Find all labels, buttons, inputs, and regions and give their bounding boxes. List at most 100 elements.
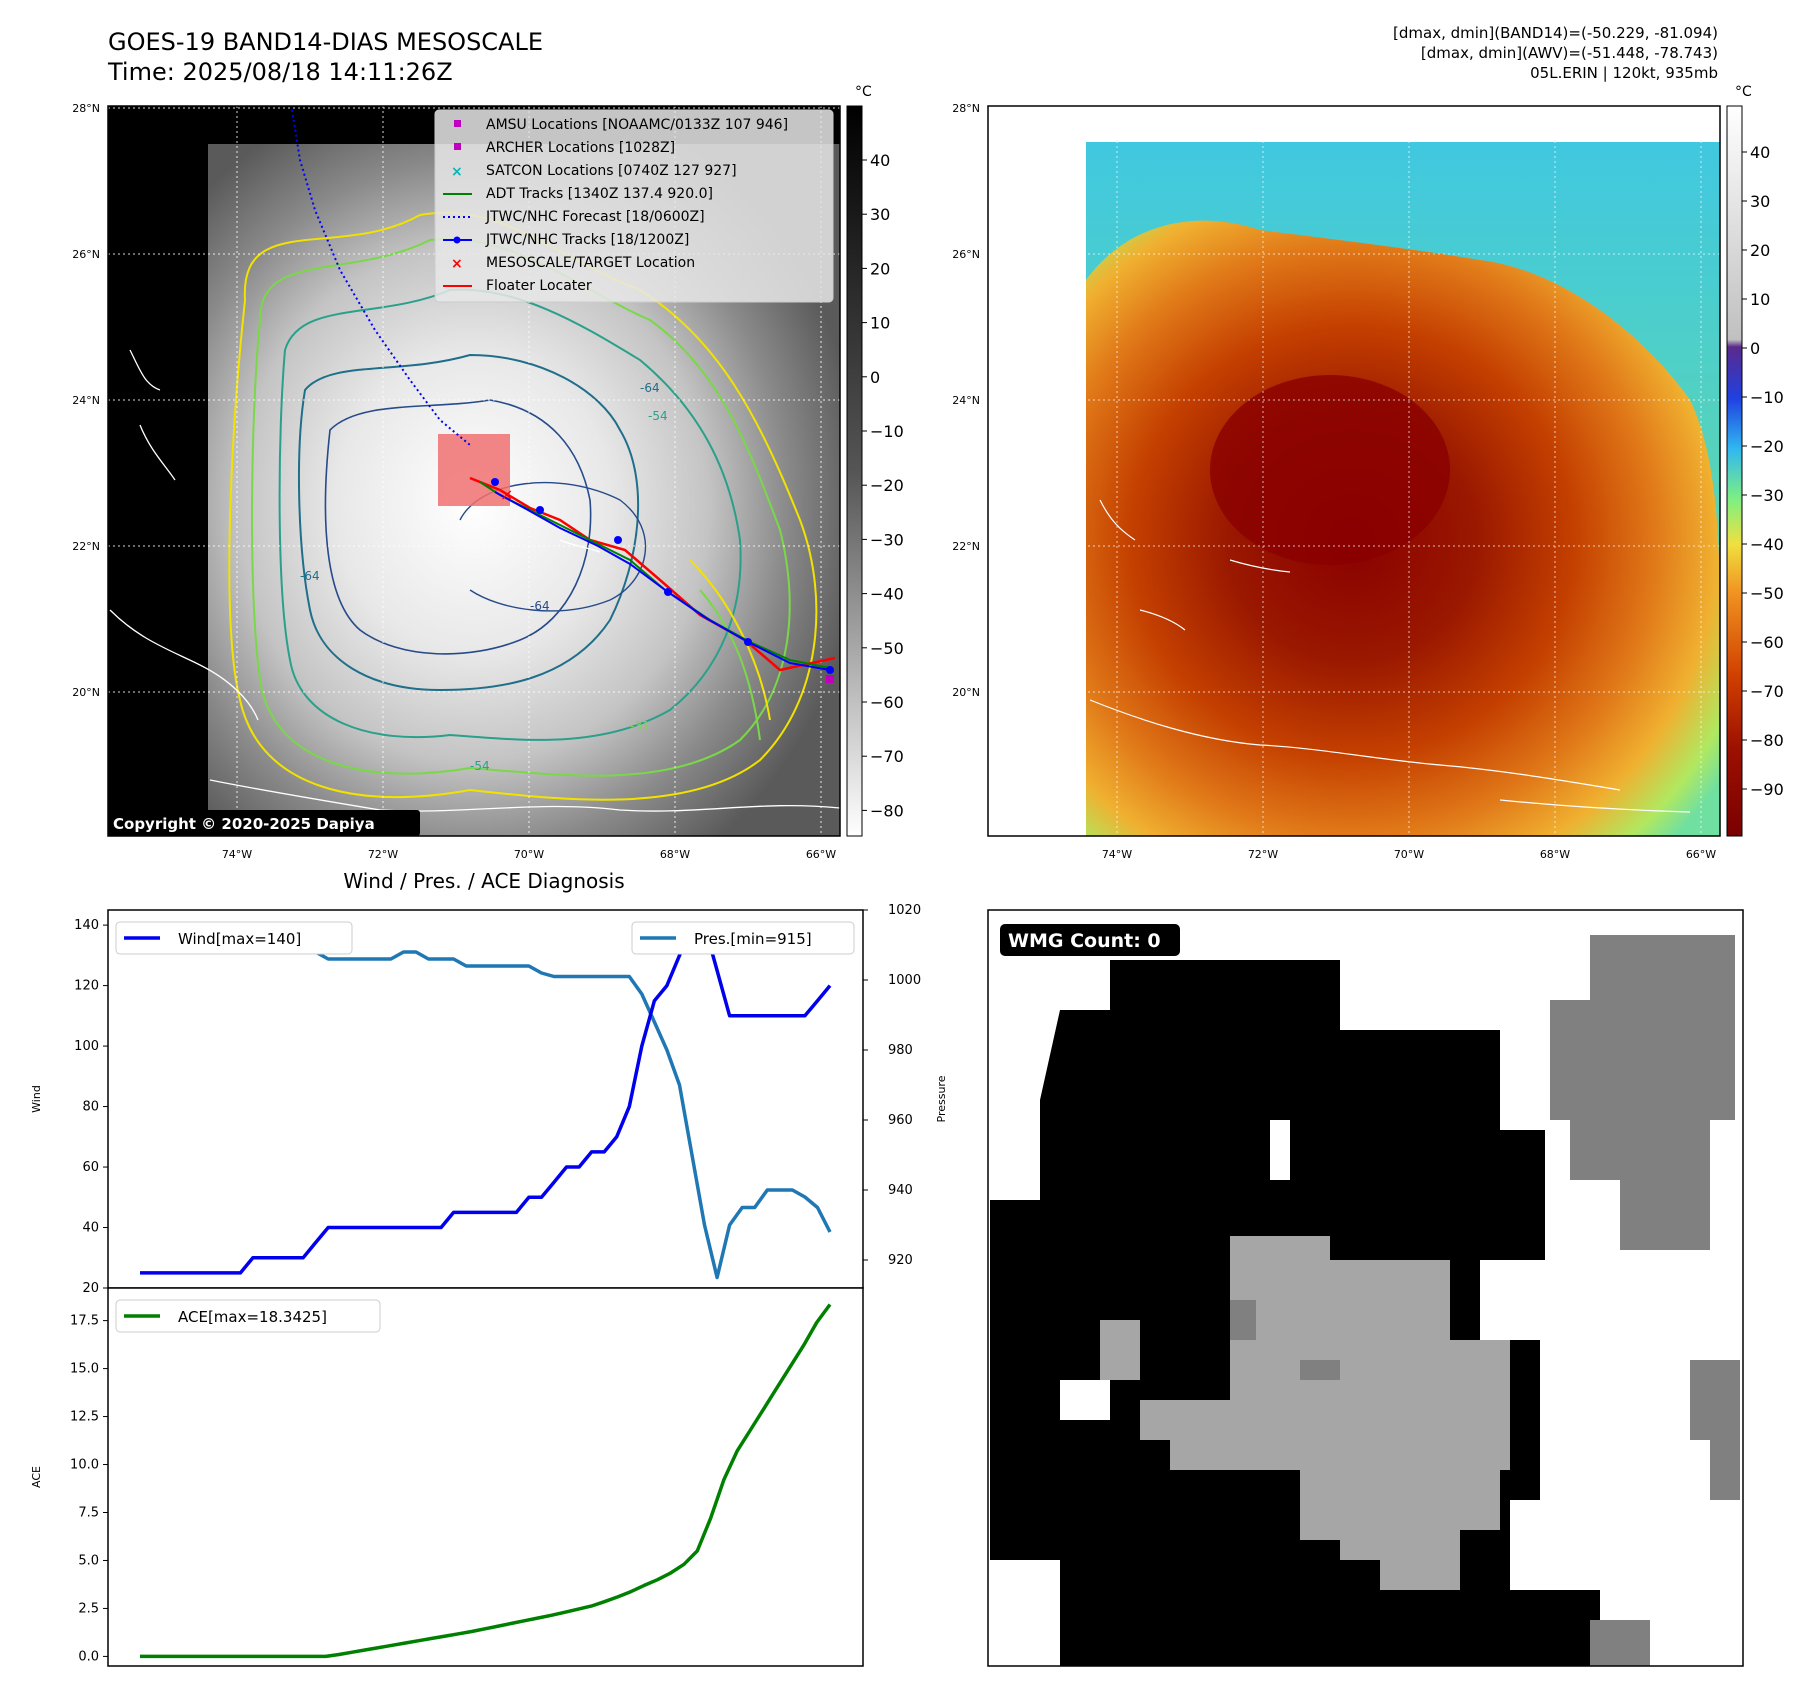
- wind-tick-label: 60: [82, 1160, 99, 1175]
- ir-lon-66: 66°W: [806, 848, 836, 861]
- legend-item-archer: ARCHER Locations [1028Z]: [454, 140, 675, 156]
- pressure-axis-label: Pressure: [935, 1075, 948, 1122]
- ir-lat-22: 22°N: [72, 540, 100, 553]
- ace-tick-label: 12.5: [70, 1410, 99, 1425]
- ace-legend-label: ACE[max=18.3425]: [178, 1308, 327, 1326]
- ir-map-panel: × -54 -64 -64 -64 -54 -31 AMSU Locations…: [72, 84, 904, 861]
- awv-core: [1210, 375, 1450, 565]
- awv-range-text: [dmax, dmin](AWV)=(-51.448, -78.743): [1421, 44, 1718, 62]
- ir-colorbar-tick-label: 30: [870, 205, 890, 224]
- wmg-white-hole-1: [1270, 1120, 1290, 1180]
- awv-lon-66: 66°W: [1686, 848, 1716, 861]
- ir-lat-24: 24°N: [72, 394, 100, 407]
- pressure-tick-label: 1000: [888, 973, 921, 988]
- awv-colorbar-tick-label: −90: [1750, 780, 1784, 799]
- legend-label-amsu: AMSU Locations [NOAAMC/0133Z 107 946]: [486, 117, 788, 133]
- ir-lat-26: 26°N: [72, 248, 100, 261]
- nhc-legend-dot: [453, 236, 461, 244]
- ace-tick-label: 10.0: [70, 1458, 99, 1473]
- contour-label-6: -31: [630, 719, 650, 733]
- awv-colorbar-tick-label: 30: [1750, 192, 1770, 211]
- pressure-legend-label: Pres.[min=915]: [694, 930, 812, 948]
- floater-locater-line: [469, 476, 836, 672]
- nhc-track-line: [494, 491, 831, 671]
- awv-map-panel: 28°N 26°N 24°N 22°N 20°N 74°W 72°W 70°W …: [952, 84, 1784, 861]
- ir-colorbar-tick-label: −60: [870, 693, 904, 712]
- wmg-gray-region-right: [1690, 1360, 1740, 1500]
- wind-y-ticks: 20 40 60 80 100 120 140: [74, 918, 108, 1296]
- ir-lat-20: 20°N: [72, 686, 100, 699]
- awv-coastlines: [1089, 499, 1691, 813]
- ace-axis-label: ACE: [30, 1466, 43, 1488]
- wind-tick-label: 20: [82, 1281, 99, 1296]
- ir-lon-70: 70°W: [514, 848, 544, 861]
- awv-map-frame: [987, 105, 1721, 837]
- mesoscale-marker: ×: [500, 485, 513, 504]
- ace-legend: ACE[max=18.3425]: [115, 1299, 381, 1333]
- wmg-panel: WMG Count: 0: [987, 909, 1744, 1667]
- ace-tick-label: 7.5: [78, 1505, 99, 1520]
- awv-grid: [988, 106, 1720, 836]
- ir-colorbar-tick-label: 40: [870, 151, 890, 170]
- awv-lat-labels: 28°N 26°N 24°N 22°N 20°N: [952, 102, 980, 699]
- ir-map-frame: [107, 105, 841, 837]
- wind-tick-label: 120: [74, 979, 99, 994]
- legend-label-archer: ARCHER Locations [1028Z]: [486, 140, 675, 156]
- awv-colorbar-tick-label: −20: [1750, 437, 1784, 456]
- awv-colorbar: °C 40 30 20 10 0 −10 −20 −30 −40 −50 −60 −70 −80 −90: [1726, 84, 1784, 837]
- legend-label-satcon: SATCON Locations [0740Z 127 927]: [486, 163, 737, 179]
- awv-colorbar-tick-label: 20: [1750, 241, 1770, 260]
- awv-lon-70: 70°W: [1394, 848, 1424, 861]
- ir-colorbar-tick-label: −20: [870, 476, 904, 495]
- pressure-tick-label: 940: [888, 1183, 913, 1198]
- awv-colorbar-tick-label: −70: [1750, 682, 1784, 701]
- legend-label-adt: ADT Tracks [1340Z 137.4 920.0]: [486, 186, 713, 202]
- nhc-track-points: [491, 478, 834, 674]
- wind-tick-label: 140: [74, 918, 99, 933]
- pressure-tick-label: 960: [888, 1113, 913, 1128]
- wind-tick-label: 100: [74, 1039, 99, 1054]
- awv-lat-20: 20°N: [952, 686, 980, 699]
- awv-colorbar-tick-label: −40: [1750, 535, 1784, 554]
- wind-pressure-frame: [107, 909, 864, 1289]
- ace-frame: [107, 1287, 864, 1667]
- wmg-gray-spot: [1300, 1360, 1340, 1380]
- ir-legend: AMSU Locations [NOAAMC/0133Z 107 946] AR…: [434, 109, 834, 303]
- awv-lon-74: 74°W: [1102, 848, 1132, 861]
- copyright-text: Copyright © 2020-2025 Dapiya: [113, 815, 375, 833]
- wind-tick-label: 40: [82, 1221, 99, 1236]
- legend-item-amsu: AMSU Locations [NOAAMC/0133Z 107 946]: [454, 117, 788, 133]
- mesoscale-legend-marker: ×: [451, 256, 463, 272]
- ir-lat-28: 28°N: [72, 102, 100, 115]
- ace-tick-label: 17.5: [70, 1314, 99, 1329]
- awv-lon-72: 72°W: [1248, 848, 1278, 861]
- wind-legend-box: [115, 921, 353, 955]
- satcon-legend-marker: ×: [451, 164, 463, 180]
- ace-tick-label: 0.0: [78, 1649, 99, 1664]
- legend-label-nhc-tracks: JTWC/NHC Tracks [18/1200Z]: [485, 232, 689, 248]
- ir-colorbar-ticks: 40 30 20 10 0 −10 −20 −30 −40 −50 −60 −70 −80: [862, 151, 904, 820]
- ir-colorbar-tick-label: 0: [870, 368, 880, 387]
- awv-colorbar-tick-label: −80: [1750, 731, 1784, 750]
- wind-axis-label: Wind: [30, 1085, 43, 1113]
- legend-label-floater: Floater Locater: [486, 278, 592, 294]
- wmg-badge: [1000, 924, 1180, 956]
- wmg-lightgray-region: [1100, 1236, 1510, 1590]
- ace-legend-box: [115, 1299, 381, 1333]
- awv-lat-22: 22°N: [952, 540, 980, 553]
- legend-item-nhc-tracks: JTWC/NHC Tracks [18/1200Z]: [443, 232, 689, 248]
- awv-colorbar-ticks: 40 30 20 10 0 −10 −20 −30 −40 −50 −60 −70 −80 −90: [1742, 143, 1784, 799]
- ir-lon-72: 72°W: [368, 848, 398, 861]
- ir-colorbar-tick-label: 10: [870, 314, 890, 333]
- pressure-legend-box: [631, 921, 855, 955]
- legend-label-mesoscale: MESOSCALE/TARGET Location: [486, 255, 695, 271]
- ir-colorbar: °C 40 30 20 10 0 −10 −20 −30 −40 −50 −60 −70 −80: [846, 84, 904, 837]
- legend-item-adt: ADT Tracks [1340Z 137.4 920.0]: [443, 186, 713, 202]
- figure-time: Time: 2025/08/18 14:11:26Z: [107, 58, 453, 86]
- ir-colorbar-tick-label: −30: [870, 530, 904, 549]
- awv-colorbar-tick-label: 40: [1750, 143, 1770, 162]
- ir-colorbar-tick-label: −70: [870, 747, 904, 766]
- awv-colorbar-tick-label: −30: [1750, 486, 1784, 505]
- awv-colorbar-unit: °C: [1735, 84, 1752, 100]
